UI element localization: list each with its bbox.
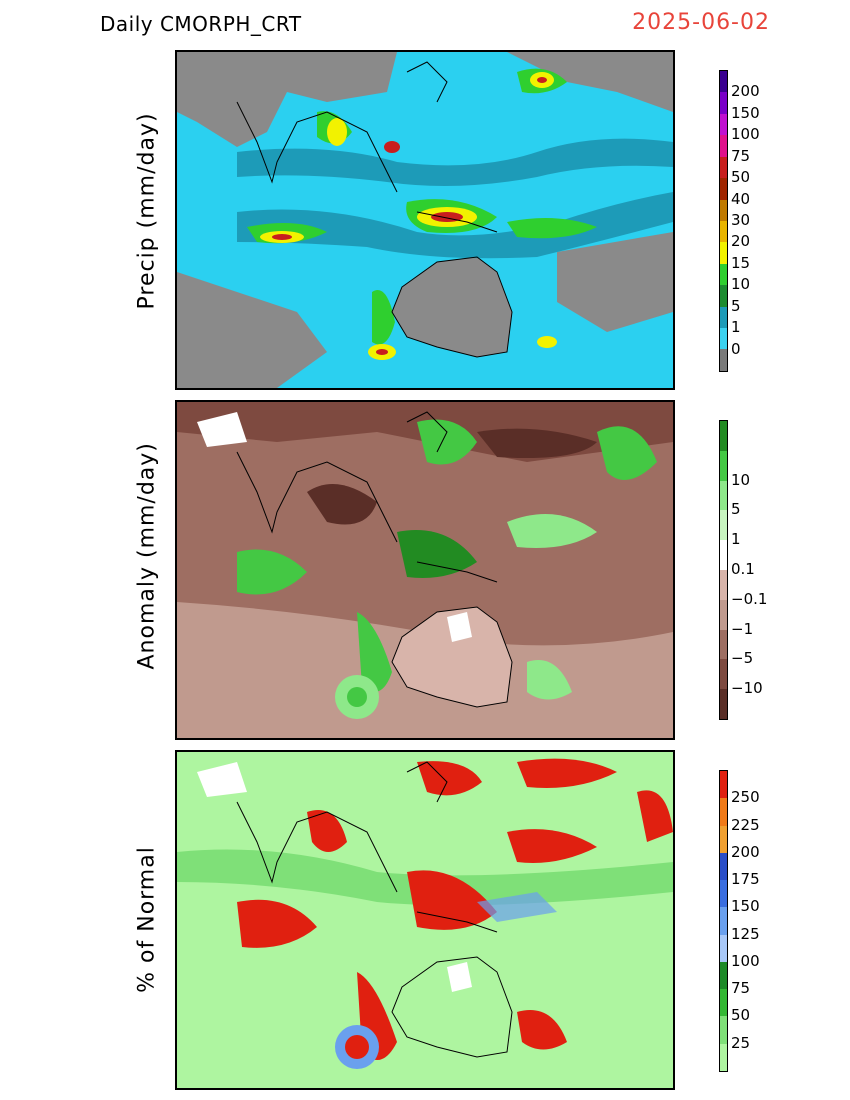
percent-normal-map [175, 750, 675, 1090]
colorbar-tick-label: 50 [731, 168, 751, 187]
colorbar-swatch [720, 540, 727, 570]
colorbar-tick-label: 225 [731, 815, 760, 834]
anomaly-colorbar [719, 420, 728, 720]
anomaly-axis-label: Anomaly (mm/day) [134, 442, 160, 670]
date-label: 2025-06-02 [632, 10, 770, 35]
colorbar-swatch [720, 510, 727, 541]
colorbar-swatch [720, 242, 727, 264]
colorbar-swatch [720, 599, 727, 630]
colorbar-tick-label: 5 [731, 296, 741, 315]
colorbar-swatch [720, 961, 727, 990]
colorbar-tick-label: 1 [731, 530, 741, 549]
colorbar-tick-label: 75 [731, 146, 751, 165]
colorbar-swatch [720, 771, 727, 799]
colorbar-tick-label: 10 [731, 275, 751, 294]
colorbar-tick-label: 75 [731, 979, 751, 998]
percent-normal-axis-label: % of Normal [134, 846, 160, 993]
colorbar-swatch [720, 689, 727, 719]
colorbar-swatch [720, 880, 727, 908]
colorbar-tick-label: 150 [731, 103, 760, 122]
colorbar-tick-label: 15 [731, 253, 751, 272]
colorbar-swatch [720, 421, 727, 451]
colorbar-tick-label: 200 [731, 82, 760, 101]
colorbar-tick-label: 30 [731, 211, 751, 229]
colorbar-swatch [720, 328, 727, 350]
colorbar-tick-label: 40 [731, 189, 751, 208]
colorbar-swatch [720, 825, 727, 853]
colorbar-swatch [720, 113, 727, 136]
colorbar-swatch [720, 569, 727, 600]
colorbar-tick-label: 10 [731, 470, 751, 489]
precip-map [175, 50, 675, 390]
colorbar-tick-label: 100 [731, 125, 760, 144]
colorbar-swatch [720, 629, 727, 660]
colorbar-swatch [720, 450, 727, 481]
colorbar-tick-label: −0.1 [731, 589, 768, 608]
colorbar-swatch [720, 178, 727, 200]
colorbar-swatch [720, 659, 727, 690]
colorbar-swatch [720, 798, 727, 826]
colorbar-swatch [720, 1043, 727, 1071]
colorbar-tick-label: −10 [731, 679, 763, 698]
colorbar-tick-label: 50 [731, 1006, 751, 1025]
colorbar-tick-label: 5 [731, 500, 741, 519]
colorbar-swatch [720, 480, 727, 511]
colorbar-swatch [720, 285, 727, 307]
colorbar-tick-label: 0 [731, 339, 741, 358]
colorbar-swatch [720, 907, 727, 935]
colorbar-tick-label: 175 [731, 870, 760, 889]
anomaly-map [175, 400, 675, 740]
colorbar-swatch [720, 135, 727, 157]
colorbar-tick-label: 1 [731, 318, 741, 337]
colorbar-tick-label: 250 [731, 788, 760, 807]
colorbar-tick-label: −1 [731, 619, 754, 638]
colorbar-swatch [720, 199, 727, 221]
colorbar-tick-label: 100 [731, 951, 760, 970]
colorbar-swatch [720, 263, 727, 286]
colorbar-swatch [720, 1016, 727, 1044]
colorbar-tick-label: 150 [731, 897, 760, 916]
colorbar-tick-label: 200 [731, 842, 760, 861]
colorbar-tick-label: 25 [731, 1033, 751, 1052]
colorbar-swatch [720, 989, 727, 1017]
precip-colorbar [719, 70, 728, 372]
precip-axis-label: Precip (mm/day) [134, 112, 160, 310]
colorbar-tick-label: 20 [731, 232, 751, 251]
colorbar-swatch [720, 71, 727, 93]
product-title: Daily CMORPH_CRT [100, 12, 302, 36]
colorbar-swatch [720, 306, 727, 329]
colorbar-swatch [720, 349, 727, 371]
colorbar-swatch [720, 852, 727, 881]
colorbar-swatch [720, 220, 727, 243]
colorbar-swatch [720, 934, 727, 962]
colorbar-tick-label: 0.1 [731, 560, 755, 578]
percent-normal-colorbar [719, 770, 728, 1072]
colorbar-swatch [720, 156, 727, 179]
colorbar-swatch [720, 92, 727, 114]
colorbar-tick-label: 125 [731, 924, 760, 943]
colorbar-tick-label: −5 [731, 649, 754, 668]
